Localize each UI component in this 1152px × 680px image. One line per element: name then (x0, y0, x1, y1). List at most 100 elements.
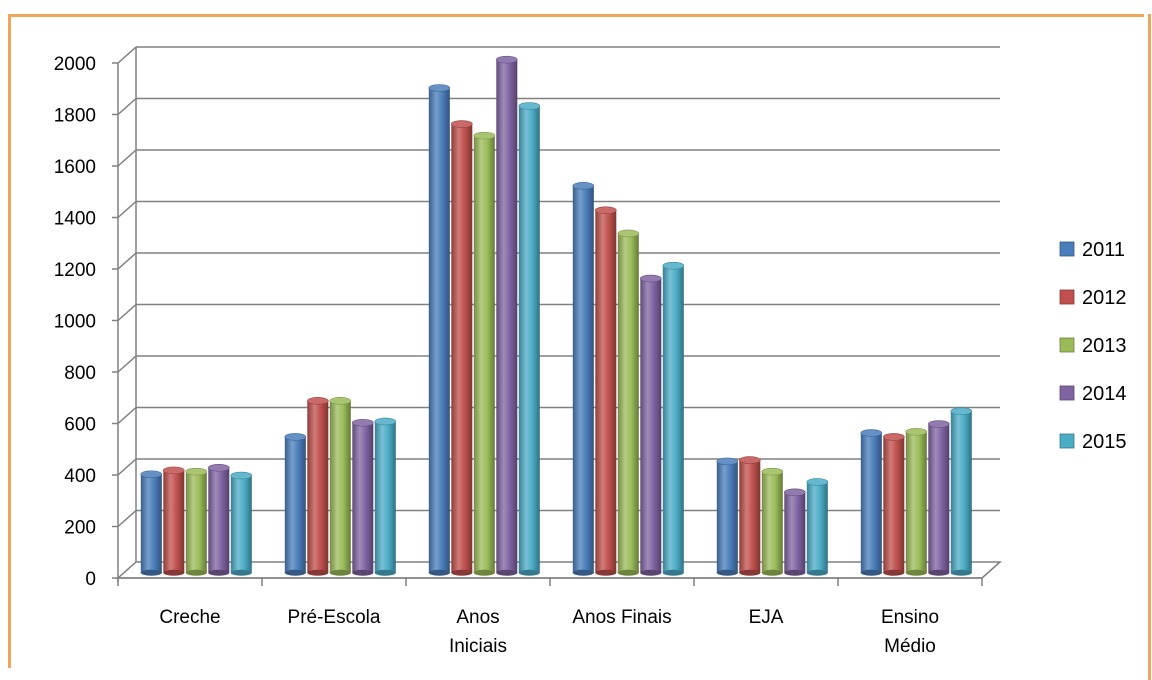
bar-top (806, 478, 829, 486)
bar-top (716, 457, 739, 466)
legend-swatch (1059, 241, 1075, 257)
bar (950, 407, 973, 576)
bar-base (329, 569, 351, 576)
bar-top (518, 102, 541, 110)
y-axis-ticks: 0 200 400 600 800 1000 1200 1400 1600 1800 2000 (54, 54, 118, 590)
gridline-diag (117, 46, 137, 64)
bar (594, 206, 617, 576)
bar (306, 397, 329, 576)
bar (572, 182, 595, 576)
bar-base (662, 569, 684, 576)
bar-base (284, 569, 306, 576)
bar-top (594, 206, 617, 215)
bar-top (639, 274, 662, 283)
bar-body (950, 411, 972, 573)
bar-top (662, 261, 685, 270)
y-tick-label: 600 (64, 415, 96, 436)
y-tick-label: 200 (64, 518, 96, 539)
bar-base (761, 569, 783, 576)
bar (450, 120, 473, 576)
bar-base (473, 569, 495, 576)
y-tick-label: 800 (64, 363, 96, 384)
bar-body (140, 474, 162, 573)
gridline-diag (117, 200, 137, 219)
bar-top (905, 427, 928, 436)
bar-top (473, 131, 496, 140)
bar-body (595, 210, 617, 573)
legend-swatch (1059, 337, 1075, 353)
bar-body (883, 436, 905, 573)
legend-label: 2011 (1082, 239, 1125, 261)
bar (882, 433, 905, 576)
y-tick-label: 0 (85, 569, 96, 590)
bar-top (230, 471, 253, 480)
bar-body (307, 400, 329, 573)
bar-body (428, 87, 450, 573)
bar-top (572, 182, 595, 190)
legend-label: 2015 (1082, 431, 1127, 453)
bar-body (640, 278, 662, 573)
bar (905, 427, 928, 576)
bar (163, 466, 185, 576)
bar-body (518, 106, 540, 573)
bar-base (860, 569, 882, 576)
bar-body (451, 124, 473, 573)
bar-top (140, 470, 163, 479)
bar-base (905, 569, 927, 576)
bar-base (140, 569, 162, 576)
y-tick-label: 1400 (54, 209, 96, 230)
legend-item: 2011 (1059, 239, 1125, 261)
bar-top (450, 120, 473, 128)
bar-body (860, 433, 882, 573)
bar-body (230, 475, 252, 573)
bar-body (784, 492, 806, 573)
gridline-diag (117, 458, 137, 476)
bar (783, 488, 806, 576)
bar-top (617, 229, 640, 238)
bar-body (329, 400, 351, 573)
bar-body (716, 461, 738, 573)
gridline-diag (117, 509, 137, 528)
x-category-label: Anos Finais (572, 607, 671, 628)
bar-top (163, 466, 185, 475)
bar (473, 131, 496, 576)
legend-label: 2013 (1082, 335, 1127, 357)
bar-base (617, 569, 639, 576)
x-category-label: Creche (159, 607, 220, 628)
bar-base (640, 569, 662, 576)
chart-frame (8, 14, 1144, 668)
bar (428, 84, 451, 576)
legend-swatch (1059, 289, 1075, 305)
bar-body (352, 422, 374, 573)
bar-base (784, 569, 806, 576)
bar-base (352, 569, 374, 576)
bar (374, 417, 397, 576)
bar-base (716, 569, 738, 576)
bar-top (927, 420, 950, 428)
bar-top (351, 418, 374, 427)
bar (716, 457, 739, 576)
bar-body (928, 424, 950, 573)
x-category-label: Pré-Escola (288, 607, 381, 628)
gridline-diag (117, 406, 137, 425)
legend-item: 2015 (1059, 431, 1127, 453)
bar-base (496, 569, 518, 576)
bar-top (428, 84, 451, 92)
y-tick-label: 1200 (54, 260, 96, 281)
bar-body (208, 467, 230, 573)
bar-body (185, 471, 207, 573)
bar-top (738, 456, 761, 464)
bar-base (374, 569, 396, 576)
x-category-label: EJA (749, 607, 784, 628)
bar-top (374, 417, 397, 426)
gridline-diag (117, 355, 137, 373)
bar (284, 433, 307, 576)
bar (518, 102, 541, 576)
bar (860, 429, 883, 576)
bar (806, 478, 829, 576)
bar-body (761, 471, 783, 573)
bar-body (806, 481, 828, 573)
gridline-diag (117, 303, 137, 322)
bar (140, 470, 163, 576)
